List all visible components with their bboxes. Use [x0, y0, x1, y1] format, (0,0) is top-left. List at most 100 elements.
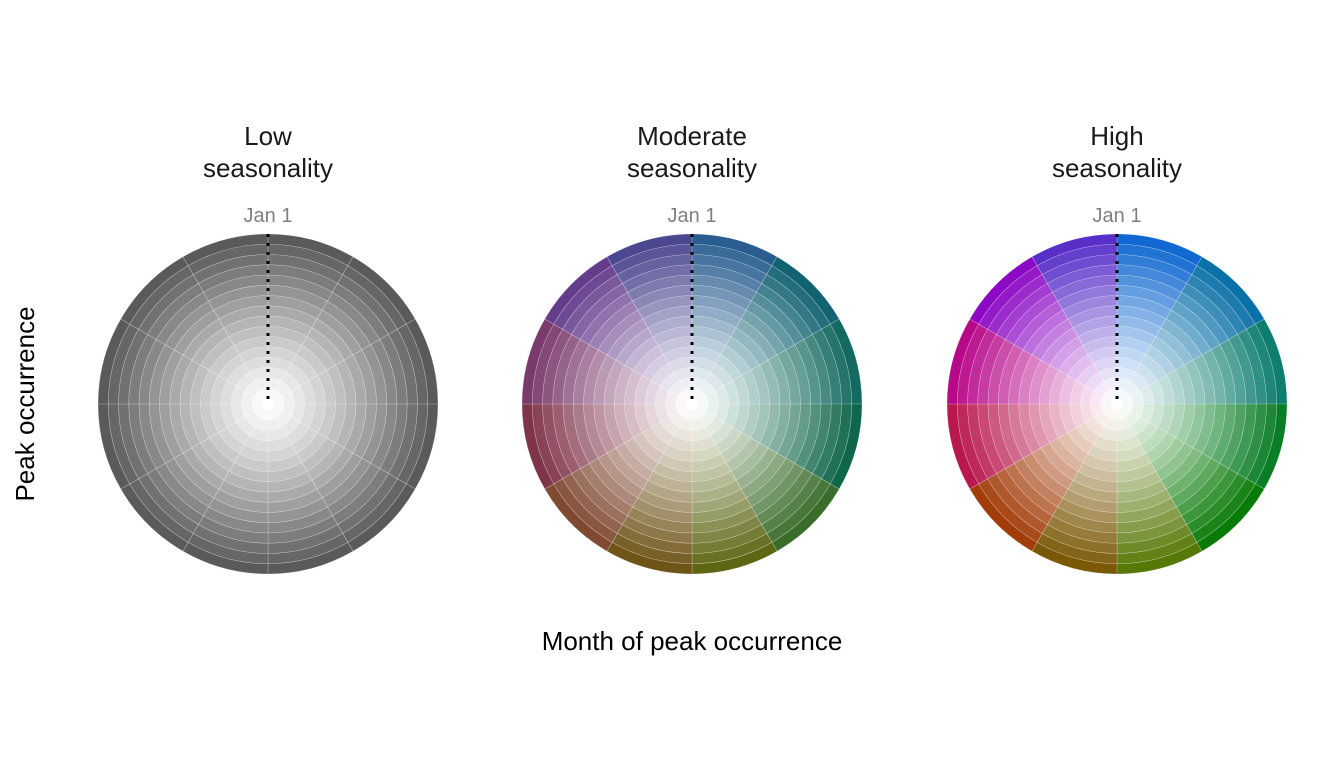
wedge-cell [370, 403, 398, 469]
wedge-cell [1052, 506, 1118, 534]
wedge-cell [1041, 524, 1118, 554]
wedge-cell [148, 344, 175, 405]
wedge-cell [691, 284, 752, 311]
wedge-cell [1140, 354, 1167, 381]
wedge-cell [311, 318, 354, 361]
wedge-cell [657, 336, 693, 355]
wedge-cell [1166, 403, 1185, 439]
wedge-cell [642, 354, 669, 381]
wedge-cell [285, 362, 310, 387]
wedge-cell [606, 233, 693, 267]
wedge-cell [677, 406, 690, 419]
wedge-cell [632, 284, 693, 311]
wedge-cell [691, 243, 773, 275]
wedge-cell [652, 325, 693, 346]
wedge-cell [332, 282, 390, 340]
wedge-cell [1155, 327, 1194, 366]
wedge-cell [761, 473, 822, 534]
wedge-cell [677, 389, 690, 402]
panel-title-line1: High [1090, 121, 1143, 151]
wedge-cell [1046, 264, 1118, 293]
panel-moderate-seasonality: Moderate seasonality Jan 1 [521, 121, 863, 575]
wedge-cell [1219, 403, 1247, 469]
wedge-cell [1087, 346, 1118, 364]
wedge-cell [977, 333, 1006, 405]
wedge-cell [987, 473, 1048, 534]
wedge-cell [267, 233, 354, 267]
start-label: Jan 1 [668, 205, 717, 227]
wedge-cell [1041, 254, 1118, 284]
wedge-cell [691, 274, 757, 302]
wedge-cell [611, 533, 693, 565]
wedge-cell [1192, 403, 1216, 454]
wedge-cell [714, 403, 730, 423]
wedge-cell [606, 318, 649, 361]
wedge-cell [615, 442, 654, 481]
wedge-cell [1191, 265, 1256, 330]
wedge-cell [1124, 380, 1141, 397]
wedge-cell [285, 421, 310, 446]
wedge-cell [570, 468, 628, 526]
wedge-cell [632, 497, 693, 524]
wedge-cell [1067, 479, 1118, 503]
wedge-cell [254, 417, 269, 431]
wedge-cell [192, 254, 269, 284]
wedge-cell [652, 462, 693, 483]
wedge-cell [97, 318, 131, 405]
wedge-cell [1082, 453, 1118, 472]
wedge-cell [709, 421, 734, 446]
wedge-cell [562, 473, 623, 534]
wedge-cell [291, 427, 318, 454]
wedge-cell [1116, 366, 1136, 382]
wedge-cell [1067, 305, 1118, 329]
wedge-cell [208, 497, 269, 524]
wedge-cell [1062, 488, 1118, 513]
wedge-cell [1067, 427, 1094, 454]
wedge-cell [1098, 426, 1118, 442]
wedge-cell [253, 406, 266, 419]
wedge-cell [1098, 366, 1118, 382]
wedge-cell [1175, 462, 1230, 517]
wedge-cell [715, 427, 742, 454]
wedge-cell [678, 417, 693, 431]
wedge-cell [1116, 243, 1198, 275]
wedge-cell [317, 403, 336, 439]
panel-title-line2: seasonality [627, 153, 757, 183]
wedge-cell [1186, 473, 1247, 534]
wedge-cell [270, 389, 283, 402]
wedge-cell [213, 295, 269, 320]
wedge-cell [673, 366, 693, 382]
wedge-cell [616, 254, 693, 284]
start-label: Jan 1 [1093, 205, 1142, 227]
wedge-cell [735, 447, 778, 490]
wedge-cell [606, 447, 649, 490]
wedge-cell [1077, 462, 1118, 483]
wedge-cell [562, 274, 623, 335]
wedge-cell [1116, 284, 1177, 311]
wedge-cell [987, 339, 1015, 405]
wedge-cell [233, 453, 269, 472]
wedge-cell [665, 390, 679, 405]
polar-wedges [521, 233, 863, 575]
wedge-cell [1201, 403, 1226, 459]
wedge-cell [1148, 403, 1165, 428]
wedge-cell [562, 339, 590, 405]
wedge-cell [187, 533, 269, 565]
x-axis-title: Month of peak occurrence [542, 626, 843, 656]
wedge-cell [756, 282, 814, 340]
wedge-cell [1018, 354, 1042, 405]
wedge-cell [1049, 369, 1068, 405]
wedge-cell [650, 362, 675, 387]
wedge-cell [267, 336, 303, 355]
wedge-cell [218, 354, 245, 381]
wedge-cell [311, 447, 354, 490]
wedge-cell [290, 403, 306, 423]
wedge-cell [995, 282, 1053, 340]
wedge-cell [1013, 457, 1064, 508]
wedge-cell [1103, 417, 1118, 431]
wedge-cell [956, 323, 988, 405]
wedge-cell [531, 323, 563, 405]
panel-low-seasonality: Low seasonality Jan 1 [97, 121, 439, 575]
wedge-cell [238, 346, 269, 364]
wedge-cell [218, 305, 269, 329]
